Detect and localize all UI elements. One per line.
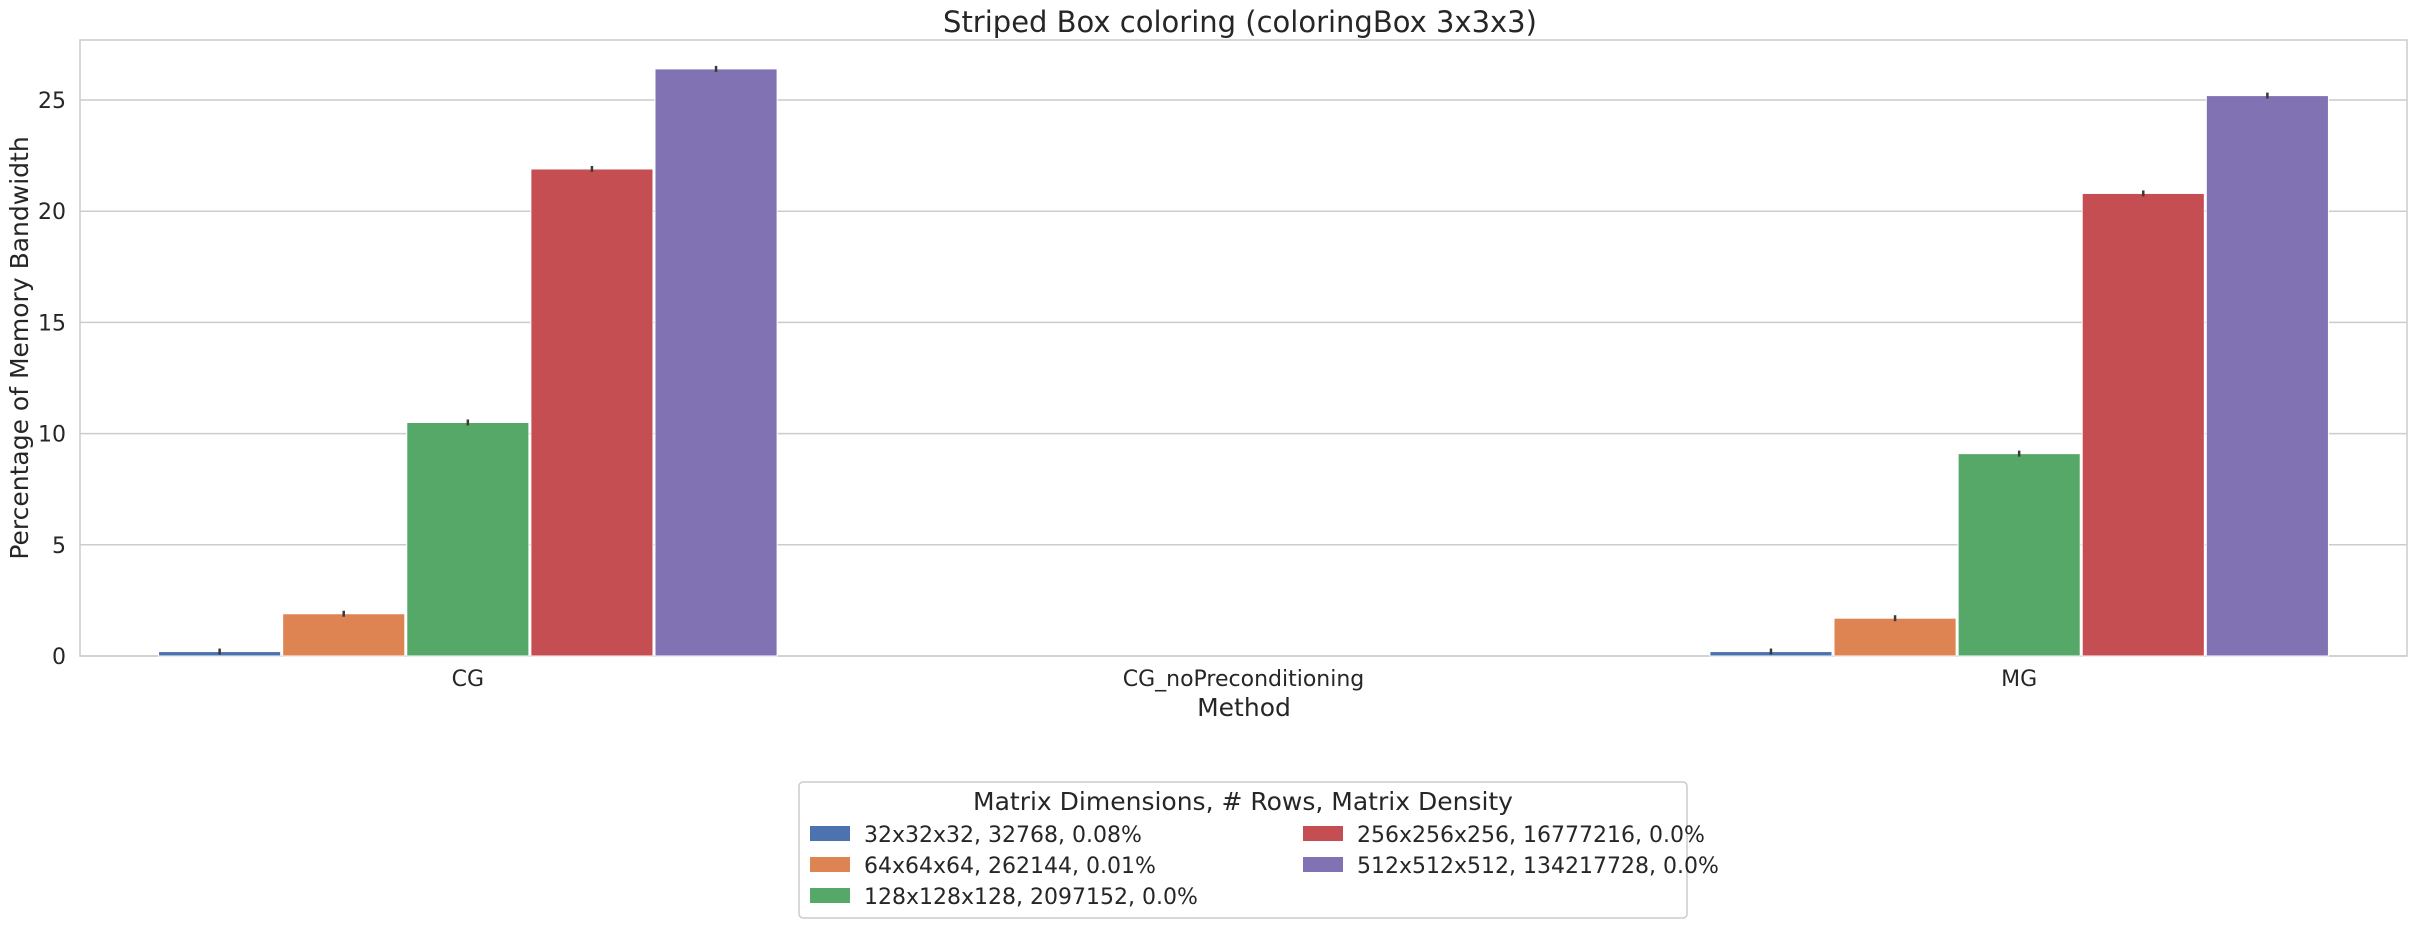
x-tick-label: CG bbox=[452, 667, 484, 692]
x-axis-label: Method bbox=[1197, 693, 1291, 722]
legend-entry: 256x256x256, 16777216, 0.0% bbox=[1357, 823, 1705, 848]
legend-swatch bbox=[1303, 826, 1343, 841]
legend-title: Matrix Dimensions, # Rows, Matrix Densit… bbox=[973, 787, 1513, 816]
bar bbox=[2081, 192, 2205, 657]
legend-swatch bbox=[810, 888, 850, 903]
x-tick-label: MG bbox=[2001, 667, 2037, 692]
bar bbox=[2205, 95, 2329, 657]
legend-swatch bbox=[1303, 857, 1343, 872]
chart-title: Striped Box coloring (coloringBox 3x3x3) bbox=[943, 5, 1537, 39]
x-axis: CG CG_noPreconditioning MG bbox=[452, 667, 2038, 692]
legend-entry: 64x64x64, 262144, 0.01% bbox=[864, 854, 1156, 879]
y-tick-label: 20 bbox=[38, 200, 66, 225]
plot-area bbox=[79, 39, 2408, 657]
legend: Matrix Dimensions, # Rows, Matrix Densit… bbox=[798, 781, 1719, 919]
bar bbox=[406, 421, 530, 657]
bars bbox=[158, 65, 2329, 657]
legend-items: 32x32x32, 32768, 0.08% 64x64x64, 262144, … bbox=[810, 823, 1719, 910]
y-tick-label: 5 bbox=[52, 534, 66, 559]
bar bbox=[1833, 617, 1957, 657]
legend-entry: 32x32x32, 32768, 0.08% bbox=[864, 823, 1142, 848]
y-tick-label: 0 bbox=[52, 645, 66, 670]
x-tick-label: CG_noPreconditioning bbox=[1123, 667, 1365, 692]
y-axis-label: Percentage of Memory Bandwidth bbox=[5, 136, 34, 559]
y-axis: 0 5 10 15 20 25 bbox=[38, 89, 66, 670]
bar bbox=[654, 68, 778, 657]
y-tick-label: 25 bbox=[38, 89, 66, 114]
legend-swatch bbox=[810, 857, 850, 872]
bar bbox=[1957, 453, 2081, 657]
legend-swatch bbox=[810, 826, 850, 841]
y-tick-label: 15 bbox=[38, 311, 66, 336]
legend-entry: 512x512x512, 134217728, 0.0% bbox=[1357, 854, 1719, 879]
legend-frame bbox=[798, 781, 1688, 919]
bar bbox=[282, 613, 406, 657]
bar bbox=[530, 168, 654, 657]
y-tick-label: 10 bbox=[38, 423, 66, 448]
legend-entry: 128x128x128, 2097152, 0.0% bbox=[864, 885, 1198, 910]
